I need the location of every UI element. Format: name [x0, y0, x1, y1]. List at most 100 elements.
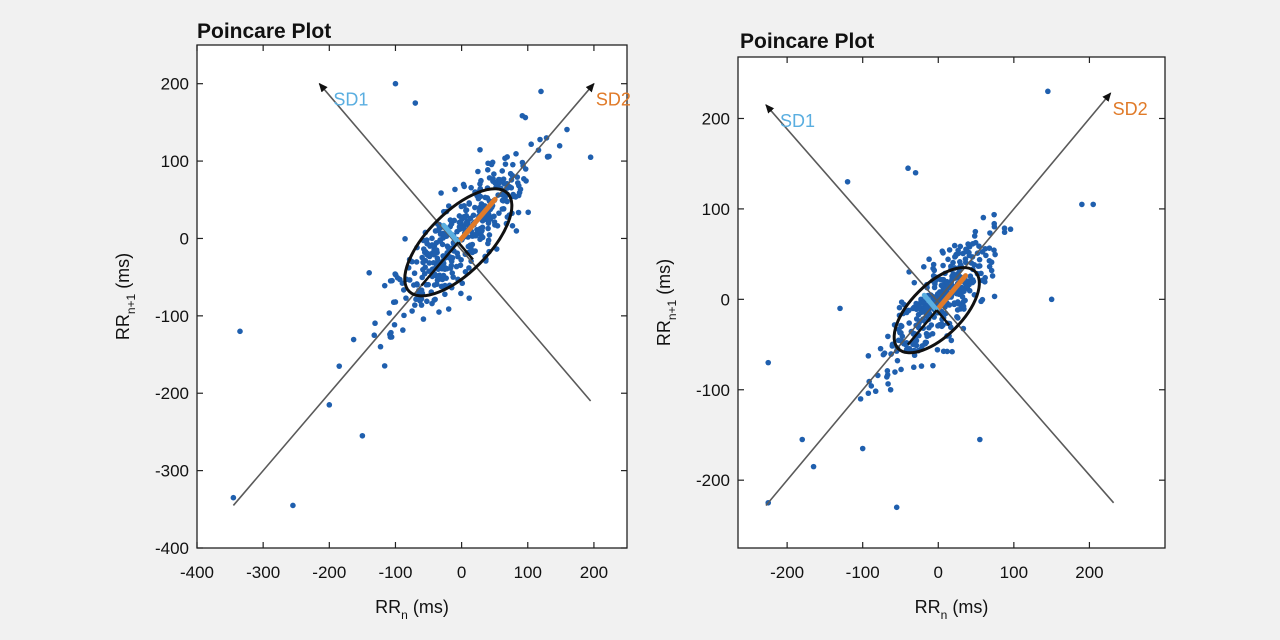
data-point — [938, 282, 945, 289]
data-point — [948, 337, 955, 344]
data-point — [1001, 229, 1008, 236]
data-point — [442, 282, 448, 289]
data-point — [889, 343, 896, 349]
y-tick-label: -200 — [155, 384, 189, 403]
data-point — [898, 366, 904, 373]
y-tick-label: 100 — [702, 200, 730, 219]
data-point — [463, 220, 470, 226]
data-point — [954, 313, 960, 320]
data-point — [991, 293, 998, 300]
data-point — [469, 241, 476, 248]
sd1-segment-lower — [935, 309, 951, 326]
data-point — [1001, 225, 1008, 232]
data-point — [422, 264, 428, 271]
data-point — [366, 269, 372, 276]
data-point — [484, 167, 491, 173]
data-point — [930, 265, 936, 272]
sd-ellipse — [892, 266, 981, 355]
data-point — [417, 298, 423, 304]
data-point — [884, 368, 891, 374]
data-point — [897, 329, 903, 336]
data-point — [424, 298, 430, 305]
data-point — [892, 369, 898, 375]
data-point — [460, 181, 467, 188]
data-point — [458, 290, 464, 297]
y-tick-label: -400 — [155, 539, 189, 558]
data-point — [454, 250, 461, 256]
data-point — [426, 260, 433, 266]
data-point — [923, 305, 929, 312]
data-point — [413, 259, 420, 265]
data-point — [948, 282, 955, 288]
data-point — [472, 204, 478, 211]
sd2-segment — [455, 196, 498, 245]
data-point — [499, 168, 506, 174]
data-point — [976, 256, 983, 263]
data-point — [425, 281, 432, 288]
sd1-label: SD1 — [333, 90, 368, 110]
data-point — [438, 190, 444, 196]
data-point — [991, 247, 997, 253]
data-point — [911, 279, 918, 286]
data-point — [955, 301, 962, 307]
data-point — [485, 240, 491, 247]
data-point — [928, 322, 935, 328]
data-point — [918, 363, 925, 369]
sd-ellipse — [403, 187, 514, 298]
data-point — [971, 233, 978, 239]
data-point — [462, 215, 468, 221]
data-point — [587, 154, 594, 161]
data-point — [502, 161, 509, 167]
data-point — [894, 357, 901, 364]
data-point — [940, 250, 946, 256]
data-point — [857, 396, 864, 402]
data-point — [440, 230, 446, 237]
x-tick-label: 100 — [514, 563, 542, 582]
data-point — [392, 80, 399, 87]
data-point — [475, 227, 482, 234]
data-point — [924, 333, 930, 340]
y-tick-label: 200 — [161, 75, 189, 94]
data-point — [865, 390, 872, 397]
data-point — [1007, 226, 1014, 233]
data-point — [290, 502, 296, 509]
data-point — [400, 327, 406, 333]
data-point — [956, 291, 962, 298]
y-tick-label: -100 — [696, 381, 730, 400]
data-point — [912, 169, 919, 176]
x-tick-label: 200 — [1075, 563, 1103, 582]
y-tick-label: -300 — [155, 462, 189, 481]
data-point — [515, 192, 522, 199]
data-point — [960, 303, 967, 310]
data-point — [965, 278, 972, 284]
data-point — [946, 247, 953, 253]
data-point — [969, 241, 976, 247]
data-point — [448, 258, 455, 265]
chart-title: Poincare Plot — [740, 30, 874, 53]
data-point — [944, 278, 950, 285]
data-point — [387, 278, 394, 284]
data-point — [765, 359, 772, 366]
data-point — [501, 181, 508, 187]
data-point — [522, 114, 529, 121]
data-point — [898, 299, 905, 305]
data-point — [429, 235, 435, 242]
x-tick-label: -100 — [846, 563, 880, 582]
x-tick-label: 100 — [1000, 563, 1028, 582]
data-point — [949, 348, 955, 355]
y-tick-label: 0 — [721, 290, 730, 309]
data-point — [976, 263, 983, 269]
data-point — [885, 333, 891, 340]
data-point — [837, 305, 843, 312]
data-point — [412, 100, 419, 106]
data-point — [420, 246, 427, 252]
sd2-segment-lower — [906, 309, 938, 346]
data-point — [336, 363, 343, 369]
data-point — [466, 265, 472, 271]
data-point — [482, 194, 488, 201]
data-point — [491, 213, 497, 220]
x-tick-label: 0 — [934, 563, 943, 582]
data-point — [442, 291, 448, 298]
data-point — [992, 251, 998, 258]
chart-1: Poincare Plot -400 -300 -200 -100 0 100 200 -400… — [113, 20, 631, 622]
